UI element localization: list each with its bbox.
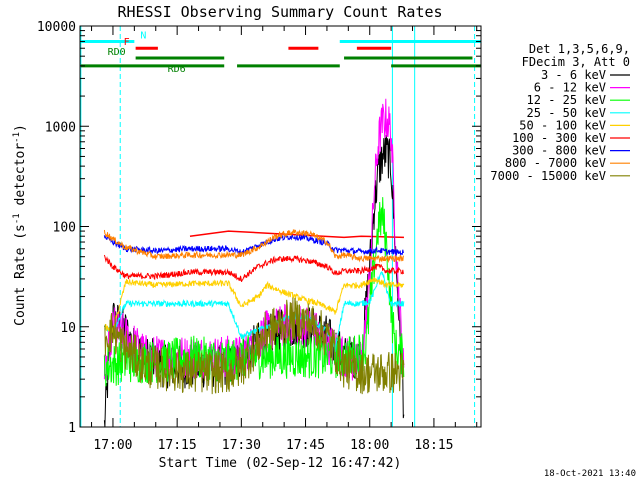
y-tick-label-3: 1000 <box>45 120 76 135</box>
legend-label-1: 6 - 12 keV <box>534 81 606 95</box>
y-tick-label-0: 1 <box>68 421 76 436</box>
x-tick-label-2: 17:30 <box>222 438 261 453</box>
legend-header-line-1: Det 1,3,5,6,9, <box>529 42 630 56</box>
y-axis-label: Count Rate (s-1 detector-1) <box>12 124 28 326</box>
series-line-7 <box>103 229 405 264</box>
series-line-3 <box>103 270 405 352</box>
legend-label-2: 12 - 25 keV <box>527 93 606 107</box>
x-tick-label-3: 17:45 <box>286 438 325 453</box>
series-line-5 <box>103 254 405 282</box>
y-tick-label-1: 10 <box>60 321 76 336</box>
flag-label-rd6: RD6 <box>168 64 186 75</box>
legend-label-3: 25 - 50 keV <box>527 106 606 120</box>
series-line-4 <box>104 277 405 335</box>
legend-header-line-2: FDecim 3, Att 0 <box>522 55 630 69</box>
legend-label-6: 300 - 800 keV <box>512 144 606 158</box>
series-line-100-300-upper <box>189 230 404 239</box>
series-line-8 <box>103 297 405 395</box>
flag-label-n: N <box>140 31 146 42</box>
legend-label-8: 7000 - 15000 keV <box>490 169 606 183</box>
x-tick-label-0: 17:00 <box>93 438 132 453</box>
y-tick-label-4: 10000 <box>37 20 76 35</box>
flag-label-rd0: RD0 <box>108 47 126 58</box>
x-tick-label-1: 17:15 <box>158 438 197 453</box>
legend-label-7: 800 - 7000 keV <box>505 156 606 170</box>
x-tick-label-5: 18:15 <box>414 438 453 453</box>
y-tick-label-2: 100 <box>53 221 76 236</box>
x-tick-label-4: 18:00 <box>350 438 389 453</box>
legend-label-5: 100 - 300 keV <box>512 131 606 145</box>
legend: Det 1,3,5,6,9, FDecim 3, Att 0 3 - 6 keV… <box>490 42 630 183</box>
flag-label-f: F <box>124 37 130 48</box>
legend-label-4: 50 - 100 keV <box>519 118 606 132</box>
footer-timestamp: 18-Oct-2021 13:40 <box>544 469 636 479</box>
chart-title: RHESSI Observing Summary Count Rates <box>117 3 442 21</box>
x-axis-label: Start Time (02-Sep-12 16:47:42) <box>159 456 402 471</box>
legend-label-0: 3 - 6 keV <box>541 68 606 82</box>
